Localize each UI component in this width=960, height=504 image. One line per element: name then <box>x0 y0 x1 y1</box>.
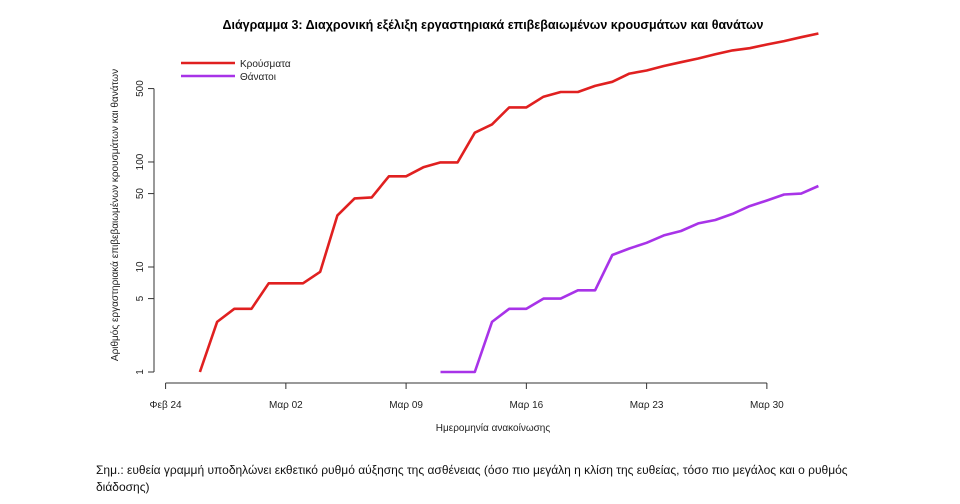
series-line-cases <box>198 32 819 373</box>
series-layer <box>198 32 819 374</box>
y-tick-label: 50 <box>135 188 146 200</box>
x-tick-label: Μαρ 30 <box>750 400 784 411</box>
x-tick-label: Μαρ 09 <box>389 400 423 411</box>
y-axis: 1 5 10 50 100 500 <box>135 80 155 375</box>
y-tick-label: 1 <box>135 369 146 375</box>
series-line-deaths <box>440 184 819 374</box>
legend-label-deaths: Θάνατοι <box>240 71 276 83</box>
y-axis-label: Αριθμός εργαστηριακά επιβεβαιωμένων κρου… <box>109 69 121 361</box>
x-tick-label: Μαρ 16 <box>510 400 544 411</box>
y-tick-label: 500 <box>135 80 146 97</box>
x-axis-label: Ημερομηνία ανακοίνωσης <box>436 422 551 434</box>
footnote: Σημ.: ευθεία γραμμή υποδηλώνει εκθετικό … <box>96 463 848 494</box>
y-tick-label: 5 <box>135 295 146 301</box>
chart-title: Διάγραμμα 3: Διαχρονική εξέλιξη εργαστηρ… <box>222 18 763 32</box>
x-tick-label: Μαρ 23 <box>630 400 664 411</box>
y-tick-label: 100 <box>135 153 146 170</box>
legend: Κρούσματα Θάνατοι <box>181 58 291 83</box>
x-tick-label: Φεβ 24 <box>150 400 183 411</box>
x-axis: Φεβ 24 Μαρ 02 Μαρ 09 Μαρ 16 Μαρ 23 Μαρ 30 <box>150 382 784 411</box>
legend-label-cases: Κρούσματα <box>240 58 291 70</box>
x-tick-label: Μαρ 02 <box>269 400 303 411</box>
y-tick-label: 10 <box>135 261 146 273</box>
